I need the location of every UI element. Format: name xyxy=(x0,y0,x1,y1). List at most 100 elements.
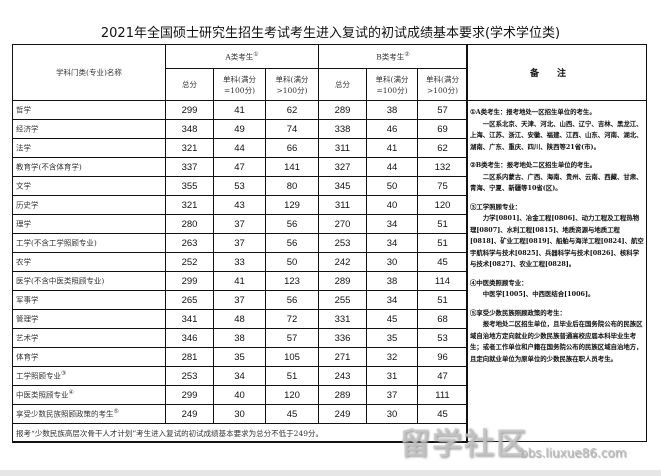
note-1: ①A类考生：报考地处一区招生单位的考生。 一区系北京、天津、河北、山西、辽宁、吉林… xyxy=(470,108,643,151)
score-b-0: 249 xyxy=(318,404,367,424)
score-a-0: 263 xyxy=(165,233,214,253)
score-b-1: 30 xyxy=(366,252,418,272)
b-singlegt100-header: 单科(满分>100分) xyxy=(417,68,468,101)
score-b-0: 289 xyxy=(318,385,367,405)
score-a-0: 346 xyxy=(165,328,214,348)
score-a-2: 80 xyxy=(265,176,319,196)
score-a-0: 299 xyxy=(165,271,214,291)
score-b-1: 50 xyxy=(366,176,418,196)
table-row: 医学(不含中医类照顾专业) 299 41 123 289 38 114 xyxy=(12,271,468,291)
score-a-1: 53 xyxy=(213,176,266,196)
score-a-0: 281 xyxy=(165,347,214,367)
subject-header: 学科门类(专业)名称 xyxy=(12,44,166,101)
score-table: 学科门类(专业)名称 A类考生① B类考生② 总分 单科(满分=100分) 单科… xyxy=(12,44,468,443)
subject-name: 管理学 xyxy=(12,309,166,329)
score-b-2: 45 xyxy=(417,404,468,424)
score-b-2: 132 xyxy=(417,157,468,177)
subject-name: 理学 xyxy=(12,214,166,234)
score-a-1: 37 xyxy=(213,233,266,253)
score-b-2: 111 xyxy=(417,385,468,405)
score-a-1: 41 xyxy=(213,271,266,291)
subject-name: 教育学(不含体育学) xyxy=(12,157,166,177)
score-a-0: 253 xyxy=(165,366,214,386)
subject-name: 历史学 xyxy=(12,195,166,215)
score-a-0: 355 xyxy=(165,176,214,196)
score-b-1: 31 xyxy=(366,366,418,386)
note-2: ②B类考生：报考地处二区招生单位的考生。 二区系内蒙古、广西、海南、贵州、云南、西… xyxy=(470,161,643,192)
a-single100-header: 单科(满分=100分) xyxy=(213,68,266,101)
subject-name: 文学 xyxy=(12,176,166,196)
score-b-1: 40 xyxy=(366,195,418,215)
page-title: 2021年全国硕士研究生招生考试考生进入复试的初试成绩基本要求(学术学位类) xyxy=(100,26,561,41)
score-b-1: 38 xyxy=(366,271,418,291)
subject-name: 农学 xyxy=(12,252,166,272)
score-a-1: 35 xyxy=(213,347,266,367)
score-a-0: 265 xyxy=(165,290,214,310)
score-b-2: 51 xyxy=(417,233,468,253)
table-row: 艺术学 346 38 57 336 35 53 xyxy=(12,328,468,348)
footnote: 报考“少数民族高层次骨干人才计划”考生进入复试的初试成绩基本要求为总分不低于24… xyxy=(12,423,468,443)
score-b-0: 243 xyxy=(318,366,367,386)
score-b-2: 51 xyxy=(417,290,468,310)
b-total-header: 总分 xyxy=(318,68,367,101)
score-a-2: 120 xyxy=(265,385,319,405)
score-b-1: 32 xyxy=(366,347,418,367)
score-a-0: 321 xyxy=(165,195,214,215)
score-a-2: 62 xyxy=(265,100,319,120)
score-b-0: 338 xyxy=(318,119,367,139)
a-singlegt100-header: 单科(满分>100分) xyxy=(265,68,319,101)
score-b-2: 45 xyxy=(417,252,468,272)
notes-header: 备注 xyxy=(467,44,647,101)
score-b-1: 45 xyxy=(366,309,418,329)
score-b-2: 120 xyxy=(417,195,468,215)
subject-name: 法学 xyxy=(12,138,166,158)
score-a-2: 51 xyxy=(265,366,319,386)
score-a-1: 43 xyxy=(213,195,266,215)
score-b-0: 289 xyxy=(318,271,367,291)
score-a-2: 56 xyxy=(265,233,319,253)
score-b-1: 46 xyxy=(366,119,418,139)
score-a-2: 50 xyxy=(265,252,319,272)
score-b-2: 62 xyxy=(417,138,468,158)
watermark-url: bbs.liuxue86.com xyxy=(520,446,627,460)
score-b-0: 311 xyxy=(318,138,367,158)
score-a-2: 56 xyxy=(265,214,319,234)
score-b-1: 30 xyxy=(366,404,418,424)
score-a-1: 37 xyxy=(213,290,266,310)
b-single100-header: 单科(满分=100分) xyxy=(366,68,418,101)
table-row: 教育学(不含体育学) 337 47 141 327 44 132 xyxy=(12,157,468,177)
subject-name: 享受少数民族照顾政策的考生⑤ xyxy=(12,404,166,424)
score-a-1: 33 xyxy=(213,252,266,272)
score-a-0: 299 xyxy=(165,385,214,405)
table-row: 历史学 321 43 129 311 40 120 xyxy=(12,195,468,215)
table-row: 文学 355 53 80 345 50 75 xyxy=(12,176,468,196)
score-b-0: 271 xyxy=(318,347,367,367)
subject-name: 医学(不含中医类照顾专业) xyxy=(12,271,166,291)
subject-name: 艺术学 xyxy=(12,328,166,348)
table-row: 工学(不含工学照顾专业) 263 37 56 253 34 51 xyxy=(12,233,468,253)
score-b-1: 35 xyxy=(366,328,418,348)
notes-list: ①A类考生：报考地处一区招生单位的考生。 一区系北京、天津、河北、山西、辽宁、吉林… xyxy=(467,101,647,365)
score-b-0: 253 xyxy=(318,233,367,253)
table-row: 享受少数民族照顾政策的考生⑤ 249 30 45 249 30 45 xyxy=(12,404,468,424)
score-b-1: 44 xyxy=(366,157,418,177)
score-a-2: 105 xyxy=(265,347,319,367)
table-row: 哲学 299 41 62 289 38 57 xyxy=(12,100,468,120)
subject-name: 中医类照顾专业④ xyxy=(12,385,166,405)
score-a-2: 72 xyxy=(265,309,319,329)
score-a-2: 129 xyxy=(265,195,319,215)
subject-name: 工学(不含工学照顾专业) xyxy=(12,233,166,253)
score-b-0: 327 xyxy=(318,157,367,177)
note-5: ⑤享受少数民族照顾政策的考生： 报考地处二区招生单位，且毕业后在国务院公布的民族区… xyxy=(470,308,643,363)
score-b-2: 51 xyxy=(417,214,468,234)
table-row: 体育学 281 35 105 271 32 96 xyxy=(12,347,468,367)
score-a-0: 249 xyxy=(165,404,214,424)
score-b-1: 41 xyxy=(366,138,418,158)
score-a-0: 337 xyxy=(165,157,214,177)
score-b-0: 270 xyxy=(318,214,367,234)
score-a-0: 348 xyxy=(165,119,214,139)
table-row: 工学照顾专业③ 253 34 51 243 31 47 xyxy=(12,366,468,386)
score-b-2: 47 xyxy=(417,366,468,386)
score-b-0: 331 xyxy=(318,309,367,329)
score-a-0: 252 xyxy=(165,252,214,272)
